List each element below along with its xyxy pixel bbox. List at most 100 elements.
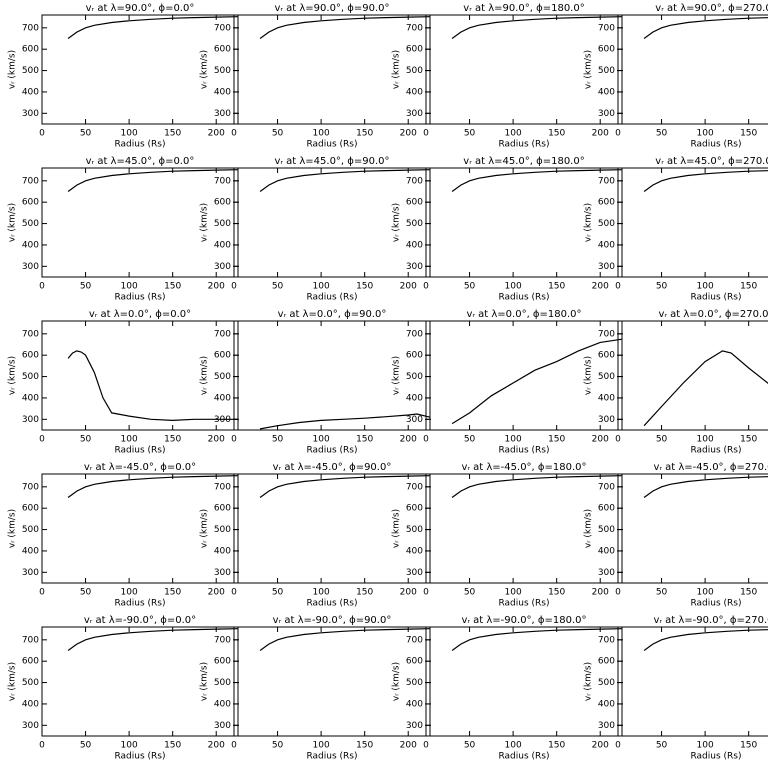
x-tick-label: 100 xyxy=(697,129,714,139)
y-tick-label: 400 xyxy=(598,87,615,97)
x-tick-label: 200 xyxy=(592,435,609,445)
data-line xyxy=(643,476,768,498)
y-tick-label: 400 xyxy=(214,546,231,556)
x-tick-label: 0 xyxy=(39,741,45,751)
y-tick-label: 700 xyxy=(598,329,615,339)
x-tick-label: 100 xyxy=(121,588,138,598)
y-tick-label: 600 xyxy=(406,45,423,55)
panel: vᵣ at λ=90.0°, ϕ=270.0° Radius (Rs) vᵣ (km… xyxy=(584,3,768,150)
x-tick-label: 50 xyxy=(80,588,92,598)
y-axis-label: vᵣ (km/s) xyxy=(8,203,18,242)
y-axis-label: vᵣ (km/s) xyxy=(584,509,594,548)
plot-frame xyxy=(233,473,431,584)
y-tick-label: 600 xyxy=(22,45,39,55)
y-tick-label: 600 xyxy=(214,45,231,55)
chart-title: vᵣ at λ=-90.0°, ϕ=180.0° xyxy=(461,615,586,626)
x-axis-label: Radius (Rs) xyxy=(114,140,165,150)
x-tick-label: 150 xyxy=(164,435,181,445)
y-tick-label: 500 xyxy=(406,219,423,229)
y-tick-label: 700 xyxy=(598,176,615,186)
x-tick-label: 50 xyxy=(272,282,284,292)
panel: vᵣ at λ=-45.0°, ϕ=180.0° Radius (Rs) vᵣ (k… xyxy=(392,462,623,609)
x-tick-label: 0 xyxy=(615,129,621,139)
x-tick-label: 50 xyxy=(80,435,92,445)
data-line xyxy=(643,350,768,427)
x-tick-label: 150 xyxy=(356,129,373,139)
y-tick-label: 600 xyxy=(214,504,231,514)
y-tick-label: 700 xyxy=(22,635,39,645)
x-tick-label: 150 xyxy=(548,435,565,445)
x-tick-label: 100 xyxy=(313,435,330,445)
data-line xyxy=(67,350,238,422)
y-tick-label: 300 xyxy=(214,262,231,272)
x-tick-label: 0 xyxy=(423,129,429,139)
y-tick-label: 500 xyxy=(598,372,615,382)
y-axis-label: vᵣ (km/s) xyxy=(584,356,594,395)
chart-title: vᵣ at λ=-90.0°, ϕ=0.0° xyxy=(84,615,196,626)
plot-frame xyxy=(425,473,623,584)
y-tick-label: 500 xyxy=(406,372,423,382)
chart-title: vᵣ at λ=45.0°, ϕ=90.0° xyxy=(274,156,389,167)
data-line xyxy=(643,629,768,651)
plot-frame xyxy=(617,626,768,737)
y-axis-label: vᵣ (km/s) xyxy=(200,509,210,548)
y-tick-label: 600 xyxy=(598,657,615,667)
x-tick-label: 150 xyxy=(548,129,565,139)
x-tick-label: 200 xyxy=(208,129,225,139)
x-tick-label: 150 xyxy=(548,282,565,292)
y-tick-label: 700 xyxy=(406,176,423,186)
x-tick-label: 200 xyxy=(400,435,417,445)
y-tick-label: 600 xyxy=(214,198,231,208)
y-tick-label: 700 xyxy=(406,482,423,492)
x-tick-label: 0 xyxy=(423,588,429,598)
y-axis-label: vᵣ (km/s) xyxy=(200,50,210,89)
x-tick-label: 150 xyxy=(740,129,757,139)
x-tick-label: 100 xyxy=(697,435,714,445)
y-tick-label: 400 xyxy=(214,699,231,709)
x-tick-label: 0 xyxy=(231,435,237,445)
y-tick-label: 400 xyxy=(598,699,615,709)
x-tick-label: 100 xyxy=(505,741,522,751)
y-tick-label: 400 xyxy=(406,87,423,97)
y-tick-label: 400 xyxy=(22,240,39,250)
y-axis-label: vᵣ (km/s) xyxy=(392,662,402,701)
x-tick-label: 100 xyxy=(697,282,714,292)
panel: vᵣ at λ=-45.0°, ϕ=270.0° Radius (Rs) vᵣ (k… xyxy=(584,462,768,609)
x-tick-label: 100 xyxy=(121,741,138,751)
panel: vᵣ at λ=45.0°, ϕ=180.0° Radius (Rs) vᵣ (km… xyxy=(392,156,623,303)
y-tick-label: 700 xyxy=(22,176,39,186)
panel: vᵣ at λ=-45.0°, ϕ=90.0° Radius (Rs) vᵣ (km… xyxy=(200,462,431,609)
x-tick-label: 0 xyxy=(231,129,237,139)
x-tick-label: 50 xyxy=(656,129,668,139)
x-tick-label: 100 xyxy=(505,588,522,598)
y-tick-label: 300 xyxy=(22,721,39,731)
x-tick-label: 100 xyxy=(313,282,330,292)
y-tick-label: 300 xyxy=(22,415,39,425)
panel: vᵣ at λ=0.0°, ϕ=90.0° Radius (Rs) vᵣ (km/s… xyxy=(200,309,431,456)
y-tick-label: 300 xyxy=(214,721,231,731)
x-axis-label: Radius (Rs) xyxy=(690,446,741,456)
y-tick-label: 600 xyxy=(22,657,39,667)
x-tick-label: 100 xyxy=(121,129,138,139)
data-line xyxy=(643,170,768,192)
x-tick-label: 100 xyxy=(697,588,714,598)
x-axis-label: Radius (Rs) xyxy=(690,599,741,609)
x-axis-label: Radius (Rs) xyxy=(114,446,165,456)
y-tick-label: 600 xyxy=(406,351,423,361)
y-tick-label: 300 xyxy=(598,262,615,272)
plot-frame xyxy=(233,14,431,125)
data-line xyxy=(67,475,239,498)
y-axis-label: vᵣ (km/s) xyxy=(200,662,210,701)
x-tick-label: 50 xyxy=(464,282,476,292)
x-tick-label: 50 xyxy=(80,741,92,751)
plot-frame xyxy=(425,167,623,278)
x-tick-label: 200 xyxy=(208,741,225,751)
x-tick-label: 0 xyxy=(231,588,237,598)
data-line xyxy=(259,16,431,39)
chart-title: vᵣ at λ=-90.0°, ϕ=90.0° xyxy=(273,615,392,626)
plot-frame xyxy=(617,14,768,125)
x-tick-label: 200 xyxy=(592,741,609,751)
chart-title: vᵣ at λ=0.0°, ϕ=0.0° xyxy=(89,309,191,320)
x-tick-label: 100 xyxy=(505,129,522,139)
